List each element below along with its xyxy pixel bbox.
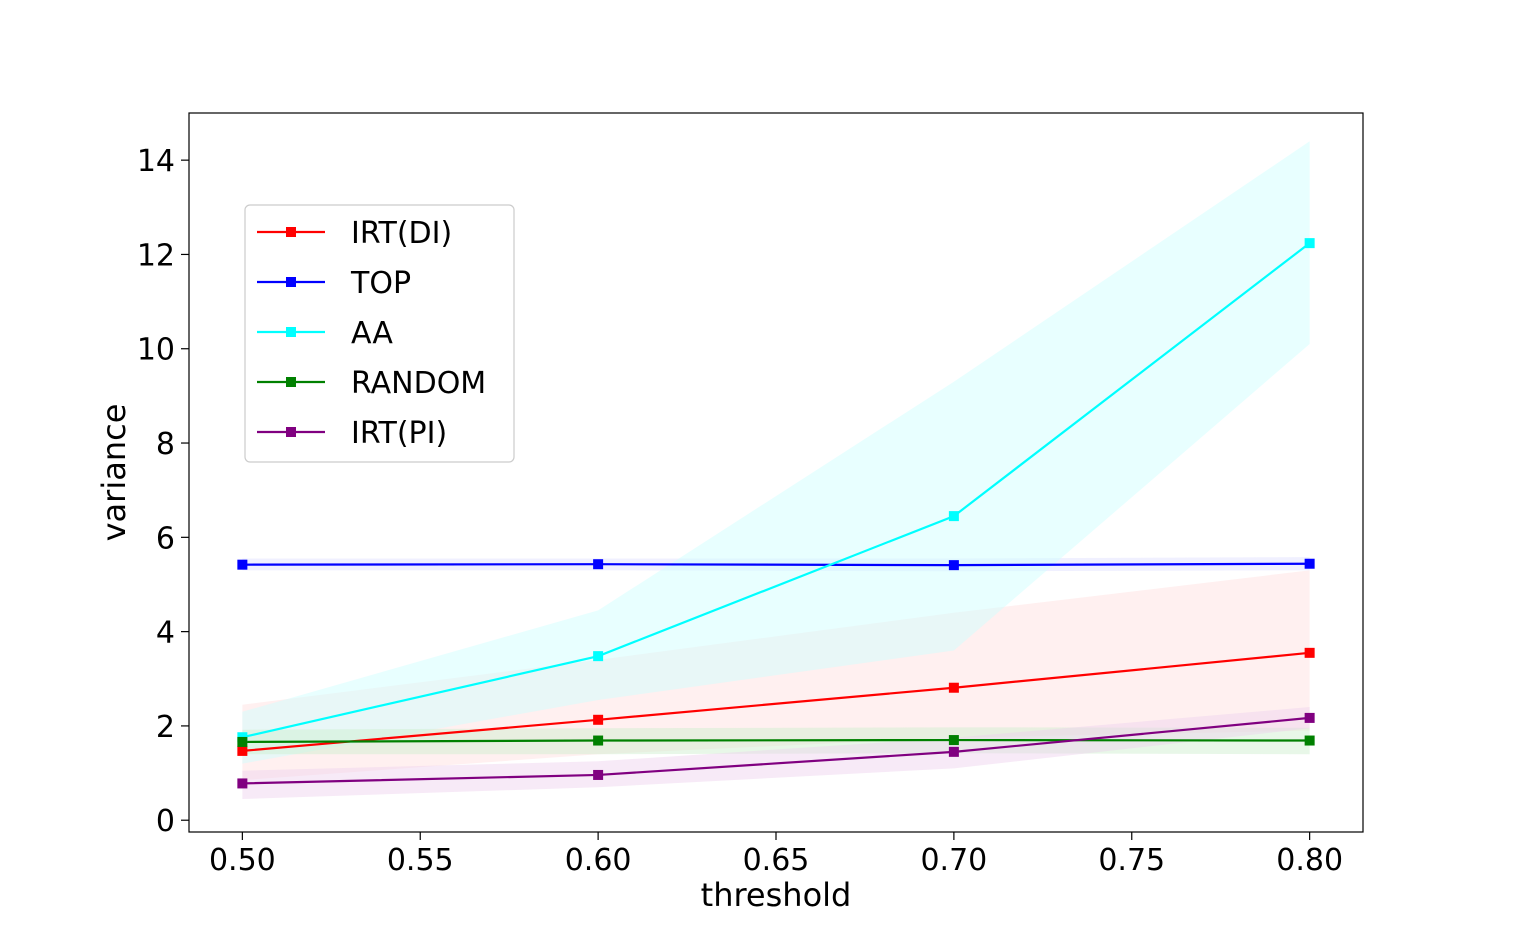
y-tick-label: 6 — [156, 521, 175, 556]
point-aa-2 — [948, 511, 959, 522]
point-top-0 — [237, 559, 248, 570]
legend-label-top: TOP — [350, 266, 411, 301]
x-tick-label: 0.50 — [209, 843, 276, 878]
series-lines — [242, 242, 1311, 785]
point-random-1 — [593, 735, 604, 746]
series-markers — [237, 238, 1315, 789]
point-irt-di-0 — [237, 745, 248, 756]
series-line-random — [242, 738, 1310, 744]
x-axis-label: threshold — [701, 876, 852, 914]
point-irt-pi-1 — [593, 769, 604, 780]
y-axis-ticks: 0 2 4 6 8 10 12 14 — [137, 144, 189, 839]
point-top-2 — [948, 560, 959, 571]
point-aa-3 — [1304, 238, 1315, 249]
legend-label-aa: AA — [351, 316, 393, 351]
y-tick-label: 2 — [156, 710, 175, 745]
x-tick-label: 0.70 — [920, 843, 987, 878]
legend-label-random: RANDOM — [351, 366, 486, 401]
point-aa-1 — [593, 651, 604, 662]
point-top-1 — [593, 559, 604, 570]
legend-label-irt-di: IRT(DI) — [351, 216, 452, 251]
y-tick-label: 10 — [137, 333, 175, 368]
x-tick-label: 0.65 — [743, 843, 810, 878]
x-tick-label: 0.75 — [1098, 843, 1165, 878]
point-irt-pi-0 — [237, 778, 248, 789]
band-aa — [242, 141, 1310, 764]
y-axis-label: variance — [95, 404, 133, 542]
legend-marker-irt-pi — [286, 427, 296, 437]
x-axis-ticks: 0.50 0.55 0.60 0.65 0.70 0.75 0.80 — [209, 832, 1343, 878]
legend-box — [244, 204, 515, 463]
point-random-0 — [237, 736, 248, 747]
legend-marker-top — [286, 277, 296, 287]
point-random-3 — [1304, 735, 1315, 746]
point-random-2 — [948, 735, 959, 746]
point-irt-di-2 — [948, 682, 959, 693]
point-irt-di-3 — [1304, 647, 1315, 658]
y-tick-label: 14 — [137, 144, 175, 179]
series-line-irt-pi — [242, 716, 1310, 785]
point-irt-di-1 — [593, 714, 604, 725]
x-tick-label: 0.60 — [565, 843, 632, 878]
series-line-aa — [242, 242, 1311, 739]
point-irt-pi-2 — [948, 746, 959, 757]
legend-label-irt-pi: IRT(PI) — [351, 416, 447, 451]
series-line-top — [242, 562, 1310, 567]
legend-marker-irt-di — [286, 227, 296, 237]
x-tick-label: 0.80 — [1276, 843, 1343, 878]
y-tick-label: 8 — [156, 427, 175, 462]
y-tick-label: 12 — [137, 238, 175, 273]
y-tick-label: 0 — [156, 804, 175, 839]
series-line-irt-di — [242, 651, 1310, 753]
legend-marker-aa — [286, 327, 296, 337]
legend-marker-random — [286, 377, 296, 387]
point-irt-pi-3 — [1304, 712, 1315, 723]
point-top-3 — [1304, 558, 1315, 569]
legend: IRT(DI) TOP AA RANDOM IRT(PI) — [244, 204, 515, 463]
x-tick-label: 0.55 — [387, 843, 454, 878]
y-tick-label: 4 — [156, 616, 175, 651]
